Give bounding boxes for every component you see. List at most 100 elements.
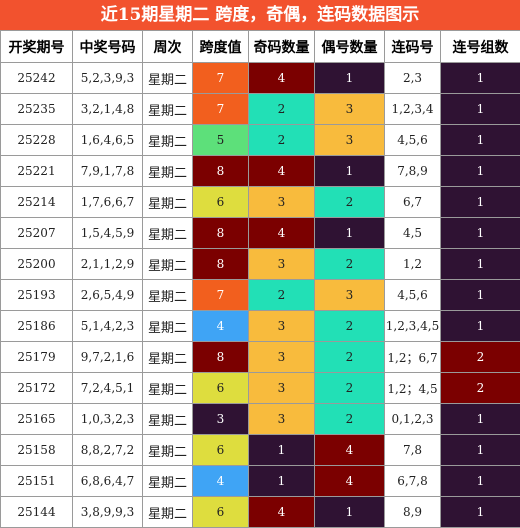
cell-odd-count: 3	[248, 372, 315, 404]
cell-even-count: 4	[314, 434, 385, 466]
cell-odd-count: 1	[248, 434, 315, 466]
cell-numbers: 8,8,2,7,2	[72, 434, 143, 466]
cell-span: 7	[192, 62, 249, 94]
cell-weekday: 星期二	[142, 403, 193, 435]
cell-weekday: 星期二	[142, 496, 193, 528]
cell-period: 25214	[0, 186, 73, 218]
cell-span: 8	[192, 341, 249, 373]
cell-even-count: 1	[314, 217, 385, 249]
table-row: 25165 1,0,3,2,3 星期二 3 3 2 0,1,2,3 1	[0, 403, 520, 435]
cell-odd-count: 4	[248, 62, 315, 94]
cell-even-count: 2	[314, 186, 385, 218]
cell-groups: 1	[440, 248, 520, 280]
table-row: 25228 1,6,4,6,5 星期二 5 2 3 4,5,6 1	[0, 124, 520, 156]
cell-groups: 1	[440, 155, 520, 187]
cell-consecutive: 1,2,3,4	[384, 93, 441, 125]
cell-span: 4	[192, 310, 249, 342]
cell-weekday: 星期二	[142, 372, 193, 404]
cell-odd-count: 4	[248, 496, 315, 528]
cell-groups: 1	[440, 186, 520, 218]
cell-weekday: 星期二	[142, 310, 193, 342]
cell-weekday: 星期二	[142, 434, 193, 466]
cell-numbers: 5,2,3,9,3	[72, 62, 143, 94]
cell-consecutive: 1,2；4,5	[384, 372, 441, 404]
cell-span: 6	[192, 186, 249, 218]
cell-odd-count: 3	[248, 186, 315, 218]
cell-span: 8	[192, 248, 249, 280]
cell-numbers: 7,9,1,7,8	[72, 155, 143, 187]
cell-span: 5	[192, 124, 249, 156]
cell-groups: 1	[440, 403, 520, 435]
cell-consecutive: 4,5,6	[384, 124, 441, 156]
cell-even-count: 2	[314, 372, 385, 404]
cell-even-count: 1	[314, 62, 385, 94]
cell-even-count: 3	[314, 279, 385, 311]
cell-odd-count: 4	[248, 217, 315, 249]
cell-weekday: 星期二	[142, 186, 193, 218]
cell-weekday: 星期二	[142, 93, 193, 125]
cell-even-count: 2	[314, 403, 385, 435]
cell-consecutive: 1,2,3,4,5	[384, 310, 441, 342]
cell-consecutive: 4,5	[384, 217, 441, 249]
cell-span: 7	[192, 93, 249, 125]
table-row: 25242 5,2,3,9,3 星期二 7 4 1 2,3 1	[0, 62, 520, 94]
cell-even-count: 1	[314, 496, 385, 528]
cell-odd-count: 3	[248, 248, 315, 280]
lottery-table: 开奖期号 中奖号码 周次 跨度值 奇码数量 偶号数量 连码号 连号组数 2524…	[0, 30, 520, 528]
table-row: 25193 2,6,5,4,9 星期二 7 2 3 4,5,6 1	[0, 279, 520, 311]
cell-numbers: 1,5,4,5,9	[72, 217, 143, 249]
cell-numbers: 3,8,9,9,3	[72, 496, 143, 528]
cell-numbers: 2,6,5,4,9	[72, 279, 143, 311]
table-row: 25158 8,8,2,7,2 星期二 6 1 4 7,8 1	[0, 434, 520, 466]
cell-span: 8	[192, 217, 249, 249]
cell-odd-count: 1	[248, 465, 315, 497]
cell-odd-count: 2	[248, 279, 315, 311]
cell-span: 6	[192, 496, 249, 528]
cell-even-count: 3	[314, 93, 385, 125]
cell-groups: 1	[440, 217, 520, 249]
cell-weekday: 星期二	[142, 465, 193, 497]
cell-consecutive: 2,3	[384, 62, 441, 94]
cell-period: 25228	[0, 124, 73, 156]
cell-numbers: 1,6,4,6,5	[72, 124, 143, 156]
cell-period: 25186	[0, 310, 73, 342]
cell-span: 6	[192, 372, 249, 404]
cell-period: 25207	[0, 217, 73, 249]
cell-odd-count: 3	[248, 403, 315, 435]
cell-weekday: 星期二	[142, 217, 193, 249]
header-even-count: 偶号数量	[314, 30, 385, 63]
cell-groups: 1	[440, 465, 520, 497]
table-row: 25214 1,7,6,6,7 星期二 6 3 2 6,7 1	[0, 186, 520, 218]
table-row: 25235 3,2,1,4,8 星期二 7 2 3 1,2,3,4 1	[0, 93, 520, 125]
cell-weekday: 星期二	[142, 248, 193, 280]
cell-groups: 1	[440, 310, 520, 342]
cell-weekday: 星期二	[142, 124, 193, 156]
cell-period: 25235	[0, 93, 73, 125]
cell-span: 3	[192, 403, 249, 435]
cell-weekday: 星期二	[142, 62, 193, 94]
cell-odd-count: 4	[248, 155, 315, 187]
header-period: 开奖期号	[0, 30, 73, 63]
cell-groups: 1	[440, 496, 520, 528]
cell-period: 25193	[0, 279, 73, 311]
cell-consecutive: 1,2；6,7	[384, 341, 441, 373]
cell-even-count: 3	[314, 124, 385, 156]
cell-span: 6	[192, 434, 249, 466]
cell-numbers: 6,8,6,4,7	[72, 465, 143, 497]
cell-groups: 1	[440, 279, 520, 311]
cell-even-count: 2	[314, 248, 385, 280]
table-row: 25179 9,7,2,1,6 星期二 8 3 2 1,2；6,7 2	[0, 341, 520, 373]
cell-span: 4	[192, 465, 249, 497]
cell-consecutive: 1,2	[384, 248, 441, 280]
cell-span: 8	[192, 155, 249, 187]
cell-even-count: 1	[314, 155, 385, 187]
cell-odd-count: 3	[248, 310, 315, 342]
cell-period: 25144	[0, 496, 73, 528]
cell-consecutive: 7,8	[384, 434, 441, 466]
table-header-row: 开奖期号 中奖号码 周次 跨度值 奇码数量 偶号数量 连码号 连号组数	[0, 30, 520, 63]
cell-period: 25158	[0, 434, 73, 466]
header-span: 跨度值	[192, 30, 249, 63]
cell-even-count: 2	[314, 310, 385, 342]
table-row: 25144 3,8,9,9,3 星期二 6 4 1 8,9 1	[0, 496, 520, 528]
cell-weekday: 星期二	[142, 341, 193, 373]
